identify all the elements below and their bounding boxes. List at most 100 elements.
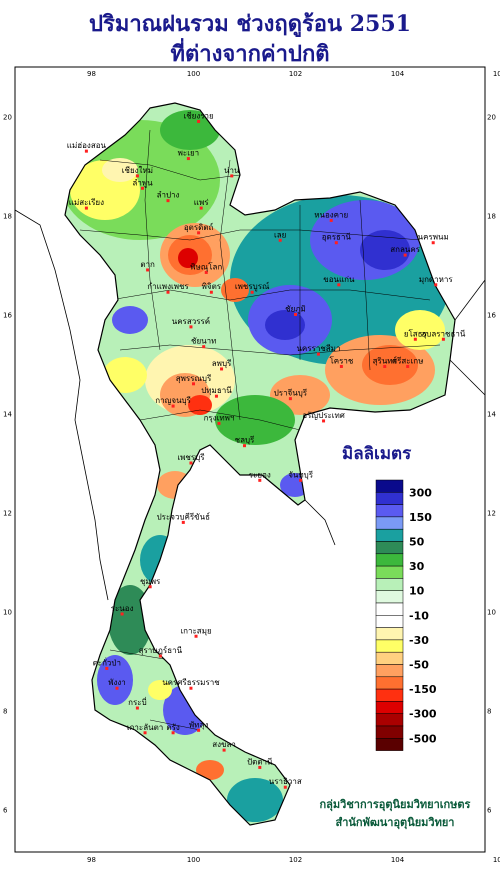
legend-swatch (375, 651, 404, 665)
lon-tick-top: 104 (391, 70, 405, 78)
map-title-line1: ปริมาณฝนรวม ช่วงฤดูร้อน 2551 (89, 11, 411, 37)
province-label: นครสวรรค์ (172, 316, 210, 326)
station-marker (283, 785, 287, 789)
province-label: ชุมพร (140, 577, 161, 586)
station-marker (135, 706, 139, 710)
legend-swatch (375, 528, 404, 542)
province-label: เชียงใหม่ (122, 166, 153, 175)
province-label: เกาะลันตา (127, 723, 163, 732)
station-marker (189, 461, 193, 465)
station-marker (194, 634, 198, 638)
station-marker (166, 290, 170, 294)
legend-swatch (375, 590, 404, 604)
station-marker (250, 290, 254, 294)
colour-legend: 300 150 50 30 10 -10 -30 -50 -150 -300 -500 (375, 479, 437, 751)
station-marker (299, 478, 303, 482)
province-label: ลพบุรี (212, 359, 232, 368)
station-marker (294, 313, 297, 316)
station-marker (197, 119, 201, 123)
legend-swatch (375, 701, 404, 714)
legend-swatch (375, 553, 404, 567)
province-label: นราธิวาส (269, 777, 302, 786)
station-marker (258, 478, 262, 482)
station-marker (189, 325, 193, 329)
province-label: ระยอง (249, 470, 271, 479)
station-marker (316, 352, 320, 356)
station-marker (148, 585, 152, 589)
legend-swatch (375, 713, 404, 727)
province-label: เลย (274, 230, 286, 239)
province-label: พัทลุง (189, 720, 208, 729)
province-label: สุรินทร์ (373, 355, 398, 365)
station-marker (334, 241, 338, 245)
legend-swatch (375, 639, 404, 653)
legend-swatch (375, 602, 404, 616)
province-label: ลำปาง (157, 191, 180, 200)
province-label: กาญจนบุรี (155, 396, 191, 405)
station-marker (339, 364, 343, 368)
province-label: ตรัง (166, 723, 179, 732)
station-marker (441, 337, 445, 341)
province-label: แพร่ (194, 198, 209, 207)
station-marker (199, 206, 203, 210)
lat-tick-left: 20 (3, 114, 12, 122)
province-label: อุตรดิตถ์ (184, 222, 214, 232)
station-marker (403, 253, 407, 257)
legend-label: -10 (409, 609, 429, 622)
station-marker (278, 238, 282, 242)
province-label: เพชรบุรี (177, 453, 205, 462)
lat-tick-left: 18 (3, 213, 12, 221)
province-label: ศรีสะเกษ (392, 356, 423, 365)
province-label: อรัญประเทศ (302, 411, 345, 420)
station-marker (197, 231, 201, 235)
province-label: กระบี่ (128, 696, 147, 707)
legend-label: -30 (409, 634, 429, 647)
lon-tick-bottom: 104 (391, 856, 405, 864)
station-marker (120, 612, 124, 616)
legend-label: -150 (409, 683, 437, 696)
province-label: สงขลา (212, 740, 236, 749)
province-label: โคราช (329, 355, 353, 365)
province-label: แม่สะเรียง (69, 198, 104, 207)
station-marker (192, 382, 195, 386)
lon-tick-bottom: 102 (289, 856, 302, 864)
legend-label: 300 (409, 486, 432, 499)
station-marker (406, 364, 410, 368)
lon-tick-top: 102 (289, 70, 302, 78)
legend-swatch (375, 578, 404, 591)
province-label: นครราชสีมา (296, 344, 340, 353)
station-marker (214, 394, 218, 398)
station-marker (171, 731, 175, 735)
station-marker (115, 686, 119, 690)
station-marker (217, 421, 221, 425)
province-label: พังงา (108, 678, 126, 687)
province-label: สุพรรณบุรี (176, 374, 212, 383)
lat-tick-left: 12 (3, 510, 12, 518)
station-marker (337, 283, 341, 287)
province-label: ขอนแก่น (323, 275, 355, 284)
province-label: สุราษฎร์ธานี (139, 645, 183, 655)
lat-tick-right: 16 (487, 312, 496, 320)
legend-swatch (375, 688, 404, 702)
neighbour-borders (14, 209, 486, 601)
station-marker (431, 241, 435, 245)
station-marker (230, 174, 234, 178)
province-label: ตาก (140, 260, 155, 269)
province-label: ชลบุรี (235, 436, 255, 445)
credit-line1: กลุ่มวิชาการอุตุนิยมวิทยาเกษตร (319, 798, 471, 811)
province-label: นครศรีธรรมราช (162, 678, 220, 687)
station-marker (105, 666, 109, 670)
station-marker (141, 186, 144, 190)
lon-tick-bottom: 106 (493, 856, 500, 864)
province-borders (79, 129, 441, 731)
map-title-line2: ที่ต่างจากค่าปกติ (170, 41, 330, 67)
legend-swatch (375, 725, 404, 739)
station-marker (158, 654, 162, 658)
province-label: ชัยนาท (191, 337, 216, 346)
province-label: เชียงราย (183, 111, 213, 120)
province-label: ประจวบคีรีขันธ์ (157, 511, 211, 521)
province-label: นครพนม (418, 233, 449, 242)
legend-label: -500 (409, 732, 437, 745)
station-marker (222, 748, 226, 752)
